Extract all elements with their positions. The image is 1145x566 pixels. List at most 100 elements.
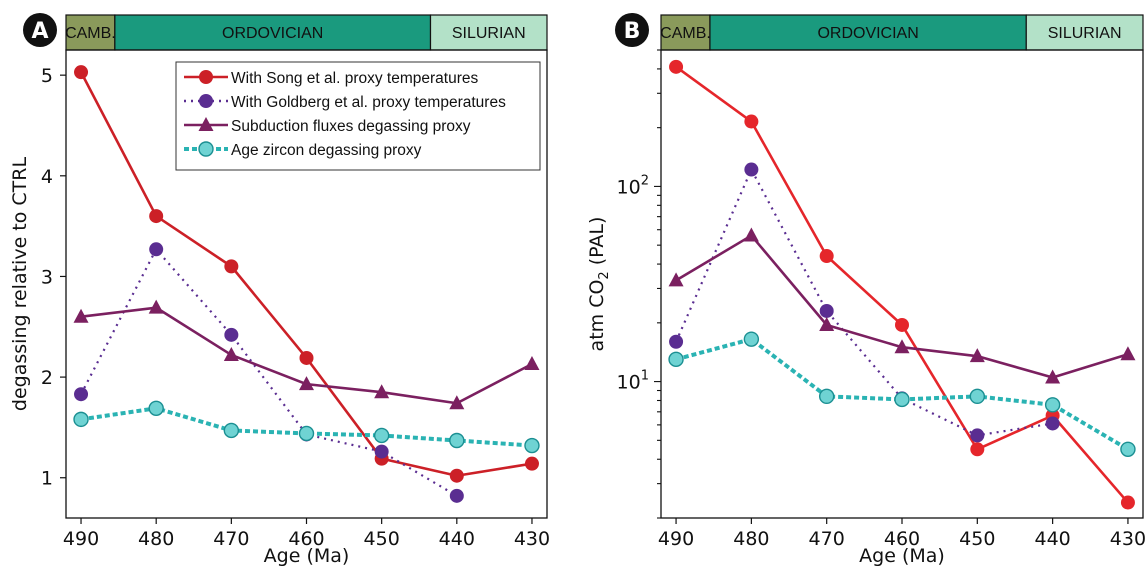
data-point — [669, 334, 684, 349]
data-point — [74, 65, 89, 80]
series-1 — [669, 59, 1135, 510]
period-band — [65, 14, 116, 51]
data-point — [299, 376, 314, 391]
y-tick-label: 3 — [41, 266, 53, 288]
data-point — [970, 442, 985, 457]
series-3 — [668, 227, 1136, 384]
y-tick-label: 2 — [41, 367, 53, 389]
y-tick-label: 102 — [617, 173, 649, 198]
period-band — [114, 14, 432, 51]
period-label: ORDOVICIAN — [817, 25, 918, 42]
x-tick-label: 440 — [1034, 528, 1070, 550]
legend-swatch-marker — [198, 117, 214, 131]
data-point — [894, 339, 910, 354]
panel-b: CAMB. ORDOVICIAN SILURIAN B 490 480 470 460 450 4… — [586, 13, 1145, 566]
panel-letter-badge — [23, 13, 57, 47]
data-point — [1045, 369, 1061, 384]
period-label: SILURIAN — [1048, 25, 1122, 42]
x-tick-label: 460 — [288, 528, 324, 550]
panel-a: CAMB. ORDOVICIAN SILURIAN A 490 480 470 460 450 4… — [9, 13, 550, 566]
data-point — [224, 259, 239, 274]
data-point — [819, 316, 835, 331]
data-point — [668, 351, 684, 368]
panel-letter: B — [624, 19, 641, 44]
x-tick-label: 450 — [959, 528, 995, 550]
series-line — [675, 168, 1053, 437]
series-4 — [668, 331, 1136, 457]
data-point — [524, 437, 540, 454]
data-point — [819, 303, 834, 318]
data-point — [73, 308, 89, 323]
data-point — [1120, 441, 1136, 457]
data-point — [149, 209, 164, 224]
period-band — [660, 14, 711, 51]
period-label: SILURIAN — [452, 25, 526, 42]
data-point — [668, 272, 684, 287]
period-label: CAMB. — [65, 25, 116, 42]
legend-label: With Song et al. proxy temperatures — [231, 70, 479, 87]
data-point — [374, 384, 390, 399]
data-point — [73, 411, 89, 428]
period-label: CAMB. — [660, 25, 711, 42]
y-tick-label: 5 — [41, 65, 53, 87]
x-tick-label: 480 — [733, 528, 769, 550]
x-tick-label: 470 — [213, 528, 249, 550]
x-tick-label: 450 — [364, 528, 400, 550]
data-point — [148, 400, 164, 416]
y-tick-label: 4 — [41, 166, 53, 188]
data-point — [449, 468, 464, 483]
x-tick-label: 470 — [809, 528, 845, 550]
data-point — [969, 388, 986, 405]
series-4 — [73, 400, 540, 454]
data-point — [374, 444, 389, 459]
x-tick-label: 440 — [439, 528, 475, 550]
x-tick-label: 460 — [884, 528, 920, 550]
data-point — [743, 227, 759, 242]
x-tick-label: 490 — [63, 528, 99, 550]
data-point — [74, 387, 89, 402]
data-point — [744, 114, 759, 129]
data-point — [1120, 346, 1136, 361]
legend-swatch-marker — [199, 94, 213, 108]
data-point — [524, 356, 540, 371]
panel-letter: A — [31, 19, 48, 44]
data-point — [970, 428, 985, 443]
legend-label: With Goldberg et al. proxy temperatures — [231, 94, 506, 111]
panel-letter-badge — [615, 13, 649, 47]
data-point — [373, 427, 390, 444]
period-band — [709, 14, 1027, 51]
data-point — [894, 391, 910, 408]
y-tick-label: 101 — [617, 369, 649, 394]
y-axis-title: degassing relative to CTRL — [9, 157, 31, 412]
data-point — [1044, 397, 1061, 413]
legend-swatch-marker — [199, 70, 213, 84]
data-point — [449, 432, 465, 449]
data-point — [818, 388, 835, 405]
data-point — [148, 299, 164, 314]
data-point — [149, 242, 164, 257]
period-band — [1025, 14, 1144, 51]
plot-frame — [660, 49, 1144, 519]
legend-swatch-marker — [198, 141, 214, 157]
data-point — [524, 456, 539, 471]
y-axis-title: atm CO2 (PAL) — [586, 217, 612, 352]
data-point — [449, 488, 464, 503]
data-point — [449, 395, 465, 410]
legend-label: Subduction fluxes degassing proxy — [231, 118, 471, 135]
legend-label: Age zircon degassing proxy — [231, 142, 422, 159]
x-tick-label: 490 — [658, 528, 694, 550]
legend: With Song et al. proxy temperatures With … — [175, 61, 541, 171]
data-point — [224, 327, 239, 342]
series-line — [80, 248, 458, 497]
series-3 — [73, 299, 540, 410]
data-point — [895, 317, 909, 332]
data-point — [743, 331, 760, 347]
series-line — [675, 234, 1129, 379]
x-tick-label: 430 — [514, 528, 550, 550]
data-point — [299, 350, 314, 365]
x-axis-title: Age (Ma) — [859, 545, 945, 566]
data-point — [223, 422, 240, 439]
data-point — [744, 162, 759, 177]
data-point — [1045, 416, 1060, 431]
